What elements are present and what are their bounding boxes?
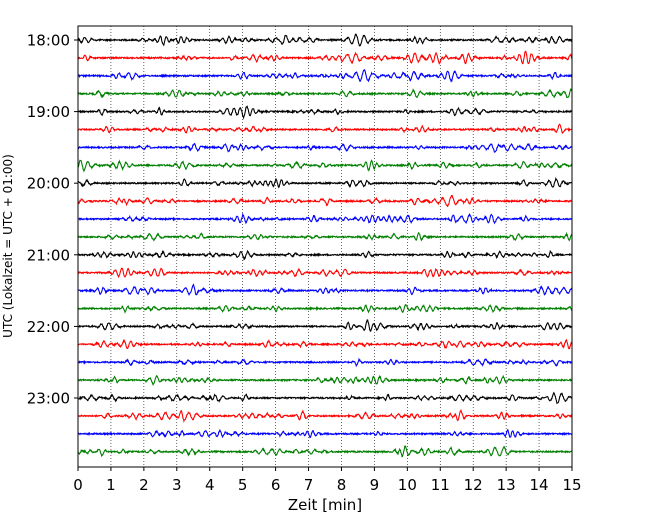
trace-line: [77, 374, 573, 386]
y-axis-ticks: 18:00 19:00 20:00 21:00 22:00 23:00: [27, 32, 78, 408]
trace-line: [77, 177, 573, 189]
y-tick-label: 20:00: [27, 175, 70, 193]
x-axis-ticks: 0 1 2 3 4 5 6 7 8 9 10 11 12 13 14 15: [73, 467, 582, 494]
x-tick-label: 12: [464, 476, 483, 494]
trace-line: [77, 159, 573, 173]
trace-line: [77, 338, 573, 350]
seismic-traces: [77, 33, 573, 458]
y-tick-label: 23:00: [27, 390, 70, 408]
x-tick-label: 5: [238, 476, 248, 494]
trace-line: [77, 33, 573, 47]
trace-line: [77, 391, 573, 405]
x-tick-label: 2: [139, 476, 149, 494]
trace-line: [77, 357, 573, 368]
x-tick-label: 3: [172, 476, 182, 494]
x-tick-label: 10: [398, 476, 417, 494]
x-tick-label: 1: [106, 476, 116, 494]
trace-line: [77, 319, 573, 332]
y-tick-label: 22:00: [27, 318, 70, 336]
x-tick-label: 4: [205, 476, 215, 494]
trace-line: [77, 212, 573, 225]
x-tick-label: 8: [337, 476, 347, 494]
trace-line: [77, 408, 573, 423]
trace-line: [77, 304, 573, 314]
y-tick-label: 21:00: [27, 246, 70, 264]
trace-line: [77, 87, 573, 99]
y-axis-label: UTC (Lokalzeit = UTC + 01:00): [1, 154, 15, 338]
trace-line: [77, 231, 573, 242]
y-tick-label: 18:00: [27, 32, 70, 50]
trace-line: [77, 249, 573, 261]
trace-line: [77, 68, 573, 83]
x-tick-label: 0: [73, 476, 83, 494]
trace-line: [77, 283, 573, 296]
x-tick-label: 11: [431, 476, 450, 494]
x-tick-label: 6: [271, 476, 281, 494]
x-tick-label: 13: [497, 476, 516, 494]
trace-line: [77, 105, 573, 120]
trace-line: [77, 123, 573, 135]
x-axis-label: Zeit [min]: [288, 496, 362, 514]
x-tick-label: 15: [562, 476, 581, 494]
x-tick-label: 14: [530, 476, 549, 494]
y-tick-label: 19:00: [27, 103, 70, 121]
x-tick-label: 7: [304, 476, 314, 494]
trace-line: [77, 195, 573, 208]
trace-line: [77, 267, 573, 279]
x-tick-label: 9: [370, 476, 380, 494]
trace-line: [77, 142, 573, 153]
trace-line: [77, 428, 573, 439]
trace-line: [77, 50, 573, 65]
trace-line: [77, 445, 573, 458]
plot-frame: [77, 25, 573, 468]
